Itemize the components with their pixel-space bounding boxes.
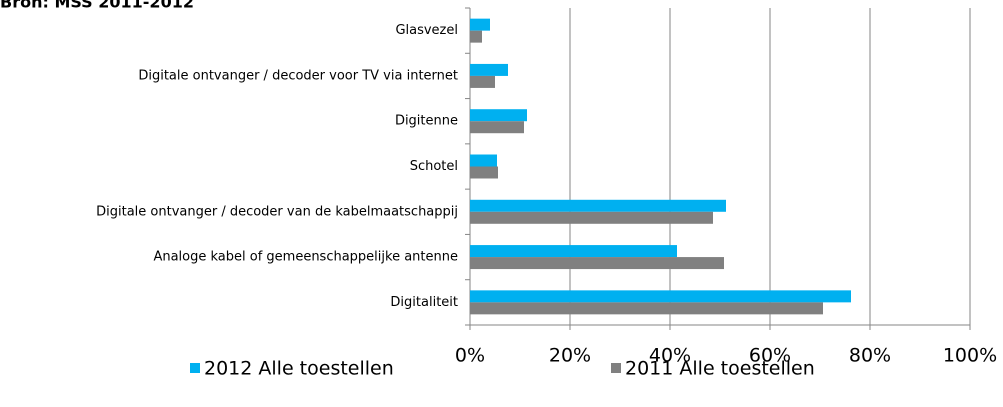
y-tick-label: Digitale ontvanger / decoder van de kabe… bbox=[96, 204, 458, 219]
bar bbox=[470, 18, 490, 31]
bar bbox=[470, 199, 726, 212]
bar bbox=[470, 121, 524, 134]
y-tick-label: Analoge kabel of gemeenschappelijke ante… bbox=[153, 250, 458, 265]
y-tick-label: Digitale ontvanger / decoder voor TV via… bbox=[138, 68, 458, 83]
bar bbox=[470, 30, 482, 43]
legend-swatch bbox=[190, 363, 200, 373]
bar bbox=[470, 257, 724, 270]
x-tick-label: 60% bbox=[749, 345, 791, 367]
y-tick-label: Schotel bbox=[410, 159, 458, 174]
legend-label: 2011 Alle toestellen bbox=[625, 358, 815, 380]
bar bbox=[470, 166, 498, 179]
legend-label: 2012 Alle toestellen bbox=[204, 358, 394, 380]
bar bbox=[470, 211, 713, 224]
x-tick-label: 0% bbox=[455, 345, 485, 367]
x-tick-label: 40% bbox=[649, 345, 691, 367]
x-tick-label: 20% bbox=[549, 345, 591, 367]
x-tick-label: 100% bbox=[943, 345, 997, 367]
y-tick-label: Digitenne bbox=[395, 114, 458, 129]
bar bbox=[470, 75, 495, 88]
legend-swatch bbox=[611, 363, 621, 373]
bar bbox=[470, 109, 527, 122]
y-tick-label: Glasvezel bbox=[395, 23, 458, 38]
bar bbox=[470, 154, 497, 167]
bar bbox=[470, 245, 677, 258]
y-tick-label: Digitaliteit bbox=[390, 295, 458, 310]
bar bbox=[470, 302, 823, 315]
chart-title: Bron: MSS 2011-2012 bbox=[0, 0, 194, 12]
x-tick-label: 80% bbox=[849, 345, 891, 367]
bar bbox=[470, 63, 508, 76]
bar bbox=[470, 290, 851, 303]
